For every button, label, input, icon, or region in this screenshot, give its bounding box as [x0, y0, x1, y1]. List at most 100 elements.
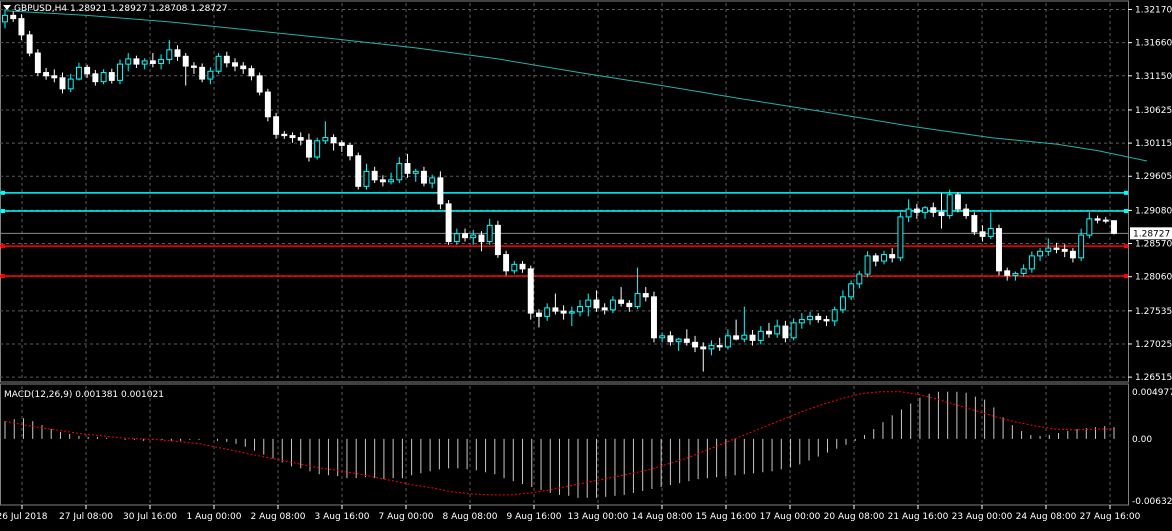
candle-body: [141, 60, 148, 65]
cyan-level-handle-right: [1124, 209, 1128, 214]
time-tick-label: 27 Jul 08:00: [59, 512, 113, 522]
candle-body: [67, 78, 74, 90]
candle-body: [577, 306, 584, 313]
candle-body: [322, 137, 329, 142]
candle-body: [922, 207, 929, 213]
candle-body: [634, 293, 641, 308]
red-level-handle-left: [1, 274, 5, 279]
candle-body: [1012, 272, 1019, 276]
candle-body: [478, 234, 485, 243]
candle-body: [149, 60, 156, 64]
horizontal-levels-layer: [0, 190, 1128, 279]
candle-body: [1004, 270, 1011, 276]
candle-body: [379, 179, 386, 183]
candle-body: [347, 144, 353, 157]
candle-body: [125, 58, 132, 65]
candle-body: [207, 70, 214, 80]
candle-body: [437, 177, 444, 205]
candle-body: [75, 66, 82, 80]
candle-body: [1061, 248, 1068, 252]
candle-body: [256, 75, 263, 93]
candle-body: [683, 338, 690, 343]
price-tick-label: 1.30625: [1135, 106, 1172, 116]
candle-body: [273, 116, 280, 135]
time-tick-label: 20 Aug 08:00: [824, 512, 885, 522]
time-tick-label: 17 Aug 00:00: [760, 512, 821, 522]
candle-body: [913, 208, 920, 213]
candle-body: [215, 55, 222, 72]
time-tick-label: 27 Aug 16:00: [1080, 512, 1141, 522]
candle-body: [585, 299, 592, 308]
candle-body: [733, 335, 740, 340]
candle-body: [979, 231, 986, 237]
price-tick-label: 1.31660: [1135, 39, 1172, 49]
candle-body: [182, 55, 189, 67]
time-tick-label: 2 Aug 08:00: [251, 512, 306, 522]
candle-body: [174, 49, 181, 57]
moving-average-line: [4, 10, 1148, 162]
candle-body: [158, 59, 165, 64]
candle-body: [716, 345, 723, 348]
candle-body: [1028, 255, 1035, 270]
time-tick-label: 8 Aug 08:00: [443, 512, 498, 522]
time-tick-label: 23 Aug 00:00: [952, 512, 1013, 522]
chart-menu-triangle-icon[interactable]: [3, 5, 11, 10]
candle-body: [232, 62, 238, 67]
candle-body: [166, 49, 173, 61]
candle-body: [601, 307, 608, 311]
candle-body: [659, 335, 666, 339]
candle-body: [831, 309, 838, 322]
time-tick-label: 21 Aug 16:00: [888, 512, 949, 522]
candle-body: [724, 335, 731, 348]
candle-body: [51, 75, 58, 79]
candle-body: [560, 310, 567, 314]
candle-body: [823, 319, 830, 322]
candle-body: [856, 273, 863, 285]
candle-body: [971, 215, 978, 233]
time-tick-label: 15 Aug 16:00: [696, 512, 757, 522]
candle-body: [544, 307, 551, 317]
candle-body: [1078, 234, 1085, 259]
candle-body: [420, 170, 427, 184]
candle-body: [18, 18, 25, 36]
time-tick-label: 1 Aug 00:00: [187, 512, 242, 522]
candle-body: [798, 319, 805, 324]
candle-body: [807, 315, 814, 321]
candle-body: [535, 312, 542, 317]
candle-body: [330, 137, 337, 144]
candle-body: [133, 58, 140, 65]
candle-body: [470, 234, 477, 239]
candle-body: [404, 163, 411, 174]
candle-body: [987, 228, 994, 237]
candle-body: [412, 170, 419, 174]
candle-body: [774, 325, 781, 335]
candle-body: [223, 55, 230, 64]
price-tick-label: 1.29605: [1135, 172, 1172, 182]
candle-body: [527, 268, 534, 314]
candle-body: [839, 296, 846, 311]
time-tick-label: 9 Aug 16:00: [507, 512, 562, 522]
candle-body: [593, 299, 600, 309]
candle-body: [757, 330, 764, 341]
candle-body: [1053, 247, 1060, 250]
candle-body: [954, 194, 961, 210]
price-tick-label: 1.27025: [1135, 340, 1172, 350]
current-price-box: [1130, 227, 1172, 240]
candle-body: [1102, 219, 1109, 222]
candle-body: [305, 139, 312, 158]
candle-body: [946, 194, 953, 217]
price-tick-label: 1.31150: [1135, 72, 1172, 82]
price-panel-frame: [0, 0, 1129, 383]
candle-body: [248, 68, 255, 77]
candle-body: [314, 140, 321, 158]
candle-body: [43, 72, 50, 77]
current-price-label: 1.28727: [1133, 229, 1170, 239]
candle-body: [626, 302, 633, 308]
candle-body: [297, 137, 304, 141]
red-level-handle-right: [1124, 274, 1128, 279]
candle-body: [552, 307, 559, 312]
candle-body: [511, 263, 518, 272]
candle-body: [494, 224, 501, 256]
